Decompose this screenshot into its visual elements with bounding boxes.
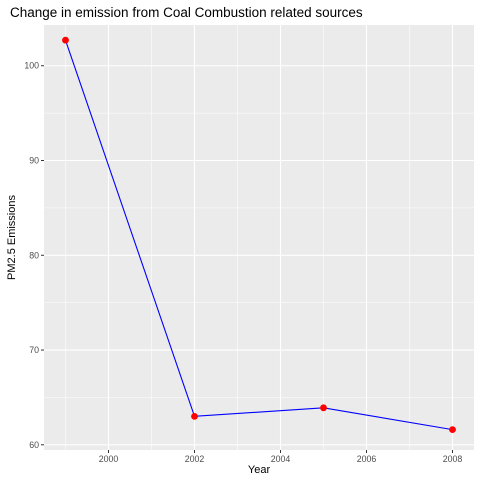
y-axis-title: PM2.5 Emissions <box>6 195 18 280</box>
data-point <box>320 404 327 412</box>
x-axis: 2000 2002 2004 2006 2008 <box>99 450 463 464</box>
y-tick-label: 90 <box>29 156 39 166</box>
data-point <box>191 412 198 420</box>
chart-title: Change in emission from Coal Combustion … <box>10 5 363 20</box>
x-tick-label: 2002 <box>185 454 205 464</box>
x-tick-label: 2008 <box>443 454 463 464</box>
data-point <box>449 426 456 434</box>
series <box>62 36 456 434</box>
x-tick-label: 2004 <box>271 454 291 464</box>
plot-panel <box>44 25 474 450</box>
data-point <box>62 36 69 44</box>
x-tick-label: 2006 <box>357 454 377 464</box>
series-line <box>64 39 453 431</box>
y-tick-label: 80 <box>29 250 39 260</box>
y-axis: 60 70 80 90 100 <box>24 61 44 450</box>
x-axis-title: Year <box>248 464 271 476</box>
y-tick-label: 60 <box>29 440 39 450</box>
y-tick-label: 70 <box>29 345 39 355</box>
grid-major <box>44 25 474 450</box>
y-tick-label: 100 <box>24 61 39 71</box>
x-tick-label: 2000 <box>99 454 119 464</box>
grid-minor <box>44 25 474 450</box>
